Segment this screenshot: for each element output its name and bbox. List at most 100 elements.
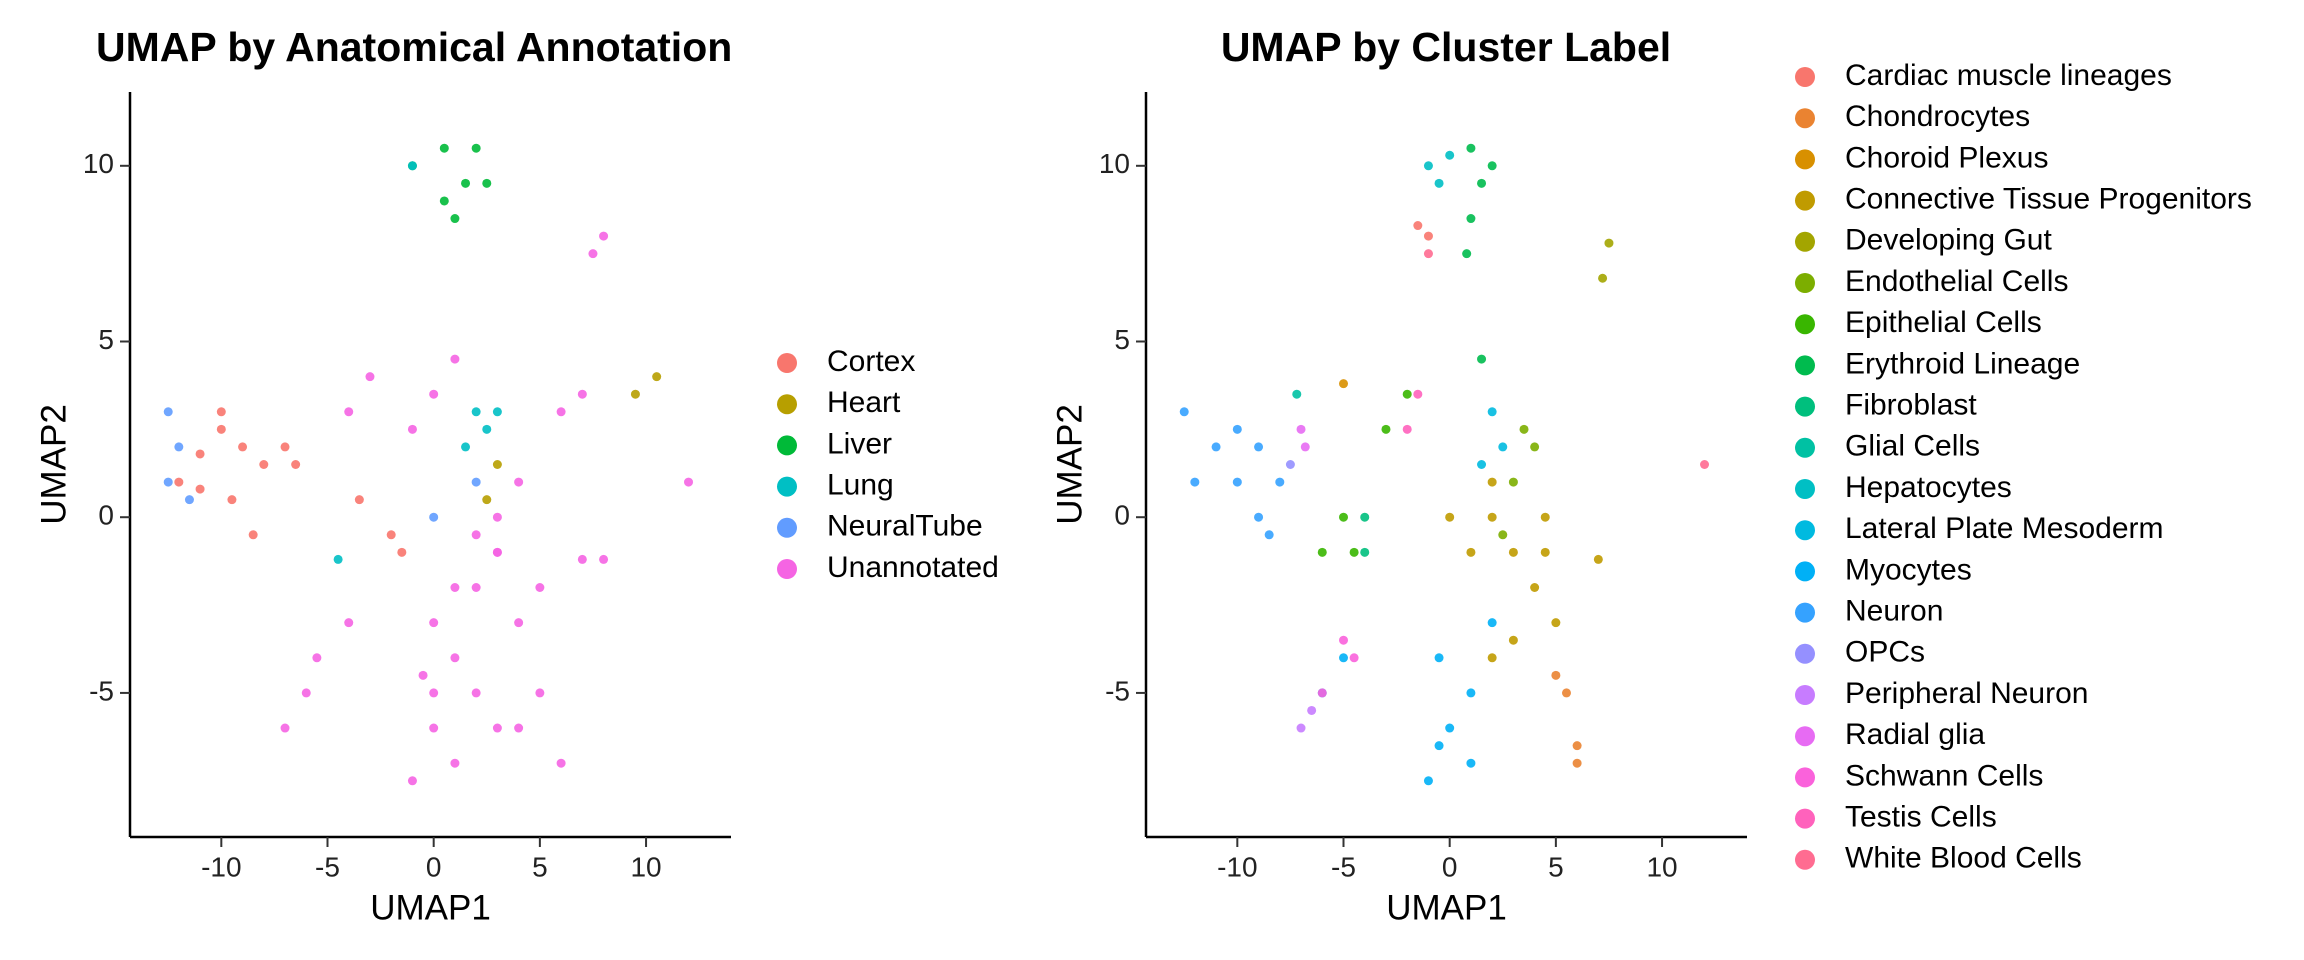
point (280, 723, 290, 733)
point (1572, 741, 1582, 751)
y-axis-title: UMAP2 (1050, 404, 1089, 525)
point (1360, 547, 1370, 557)
point (1477, 354, 1487, 364)
legend-label: Cortex (827, 345, 915, 378)
legend-marker (1795, 190, 1815, 211)
point (1498, 530, 1508, 540)
point (599, 231, 609, 241)
point (1466, 688, 1476, 698)
point (1508, 635, 1518, 645)
point (450, 354, 460, 364)
point (439, 143, 449, 153)
point (1232, 477, 1242, 487)
point (1317, 547, 1327, 557)
point (1445, 723, 1455, 733)
point (1477, 460, 1487, 469)
point (1487, 653, 1497, 663)
point (1604, 238, 1614, 248)
legend-marker (777, 353, 797, 373)
point (1498, 442, 1508, 452)
point (577, 554, 587, 564)
legend-marker (1795, 231, 1815, 252)
y-tick-label: 5 (98, 324, 114, 355)
point (407, 161, 417, 171)
legend-label: Peripheral Neuron (1845, 677, 2088, 710)
legend-marker (1795, 808, 1815, 829)
legend-label: Choroid Plexus (1845, 141, 2048, 174)
point (1296, 424, 1306, 434)
x-tick-label: 10 (1646, 851, 1677, 882)
point (1413, 221, 1423, 231)
legend-label: Testis Cells (1845, 801, 1997, 834)
point (344, 618, 354, 628)
point (630, 389, 640, 399)
point (344, 407, 354, 417)
point (471, 530, 481, 540)
point (195, 449, 205, 459)
point (1462, 249, 1472, 259)
point (1561, 688, 1571, 698)
point (1530, 442, 1540, 452)
point (461, 442, 471, 452)
point (684, 477, 694, 487)
point (1413, 389, 1423, 399)
point (482, 495, 492, 505)
point (1477, 178, 1487, 188)
x-tick-label: -5 (1331, 851, 1356, 882)
point (1339, 512, 1349, 522)
point (216, 407, 226, 417)
legend-label: Endothelial Cells (1845, 265, 2068, 298)
point (471, 407, 481, 417)
legend-label: Lung (827, 469, 894, 502)
point (1423, 776, 1433, 786)
point (429, 688, 439, 698)
legend-label: Heart (827, 386, 901, 419)
point (386, 530, 396, 540)
point (1402, 424, 1412, 434)
point (163, 407, 173, 417)
legend-marker (1795, 726, 1815, 747)
legend-label: Glial Cells (1845, 430, 1980, 463)
chart-title: UMAP by Cluster Label (1221, 24, 1671, 70)
legend-marker (1795, 602, 1815, 623)
point (535, 582, 545, 592)
x-axis-title: UMAP1 (1386, 888, 1507, 927)
point (184, 495, 194, 505)
point (1700, 460, 1710, 469)
point (1572, 758, 1582, 768)
point (1466, 214, 1476, 224)
point (492, 547, 502, 557)
point (429, 389, 439, 399)
point (471, 477, 481, 487)
legend-label: OPCs (1845, 636, 1925, 669)
legend-label: NeuralTube (827, 510, 983, 543)
legend-marker (1795, 355, 1815, 376)
legend-marker (1795, 108, 1815, 129)
point (1317, 688, 1327, 698)
legend-marker (1795, 67, 1815, 87)
point (227, 495, 237, 505)
legend-marker (1795, 561, 1815, 582)
point (1339, 635, 1349, 645)
point (1190, 477, 1200, 487)
point (450, 653, 460, 663)
point (1339, 653, 1349, 663)
point (1530, 582, 1540, 592)
point (492, 723, 502, 733)
x-tick-label: 5 (532, 851, 548, 882)
point (588, 249, 598, 259)
point (492, 407, 502, 417)
point (195, 484, 205, 494)
point (514, 477, 524, 487)
y-tick-label: 0 (98, 500, 114, 531)
legend-marker (1795, 643, 1815, 664)
legend-label: Fibroblast (1845, 389, 1977, 422)
point (429, 618, 439, 628)
point (1487, 407, 1497, 417)
point (652, 372, 662, 382)
x-axis-title: UMAP1 (370, 888, 491, 927)
x-tick-label: 5 (1548, 851, 1564, 882)
legend-label: Epithelial Cells (1845, 306, 2042, 339)
point (1508, 547, 1518, 557)
